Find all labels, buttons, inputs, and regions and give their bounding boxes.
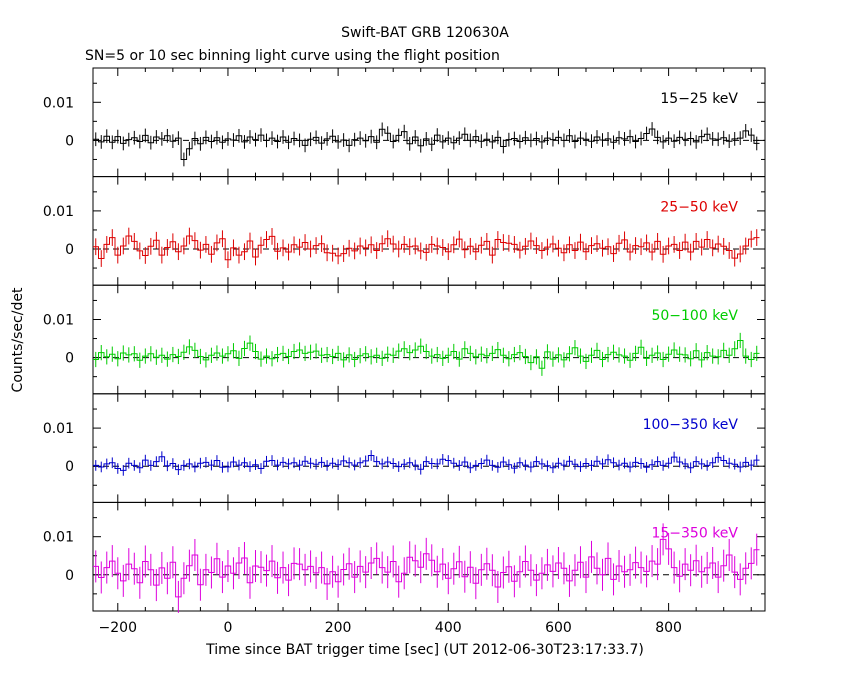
- panel-frame: [92, 284, 766, 395]
- x-tick-label: 200: [325, 620, 352, 636]
- panel-band-label: 15−25 keV: [660, 91, 738, 107]
- panel-5: 0 0.01 15−350 keV: [43, 501, 766, 613]
- panel-band-label: 100−350 keV: [643, 417, 739, 433]
- chart-title: Swift-BAT GRB 120630A: [341, 25, 509, 41]
- y-tick-label: 0: [65, 133, 74, 149]
- x-tick-label: 800: [655, 620, 682, 636]
- panels-group: 0 0.01 15−25 keV 0 0.01 25−50 keV 0 0.01 50−100 …: [43, 67, 766, 636]
- panel-band-label: 15−350 keV: [651, 525, 738, 541]
- panel-1: 0 0.01 15−25 keV: [43, 67, 766, 178]
- panel-2: 0 0.01 25−50 keV: [43, 176, 766, 286]
- y-tick-label: 0.01: [43, 421, 74, 437]
- panel-frame: [92, 67, 766, 178]
- y-tick-label: 0: [65, 242, 74, 258]
- x-tick-label: 0: [223, 620, 232, 636]
- y-tick-label: 0: [65, 351, 74, 367]
- y-axis-label: Counts/sec/det: [10, 287, 26, 392]
- panel-3: 0 0.01 50−100 keV: [43, 284, 766, 395]
- panel-frame: [92, 501, 766, 612]
- y-tick-label: 0: [65, 568, 74, 584]
- panel-band-label: 25−50 keV: [660, 200, 738, 216]
- panel-4: 0 0.01 100−350 keV: [43, 393, 766, 503]
- x-tick-label: −200: [99, 620, 137, 636]
- panel-band-label: 50−100 keV: [651, 308, 738, 324]
- x-axis-label: Time since BAT trigger time [sec] (UT 20…: [205, 642, 644, 658]
- y-tick-label: 0.01: [43, 204, 74, 220]
- panel-frame: [92, 393, 766, 503]
- y-tick-label: 0.01: [43, 312, 74, 328]
- y-tick-label: 0: [65, 459, 74, 475]
- y-tick-label: 0.01: [43, 95, 74, 111]
- chart-subtitle: SN=5 or 10 sec binning light curve using…: [85, 48, 500, 64]
- panel-frame: [92, 176, 766, 286]
- x-tick-label: 600: [545, 620, 572, 636]
- x-tick-label: 400: [435, 620, 462, 636]
- y-tick-label: 0.01: [43, 530, 74, 546]
